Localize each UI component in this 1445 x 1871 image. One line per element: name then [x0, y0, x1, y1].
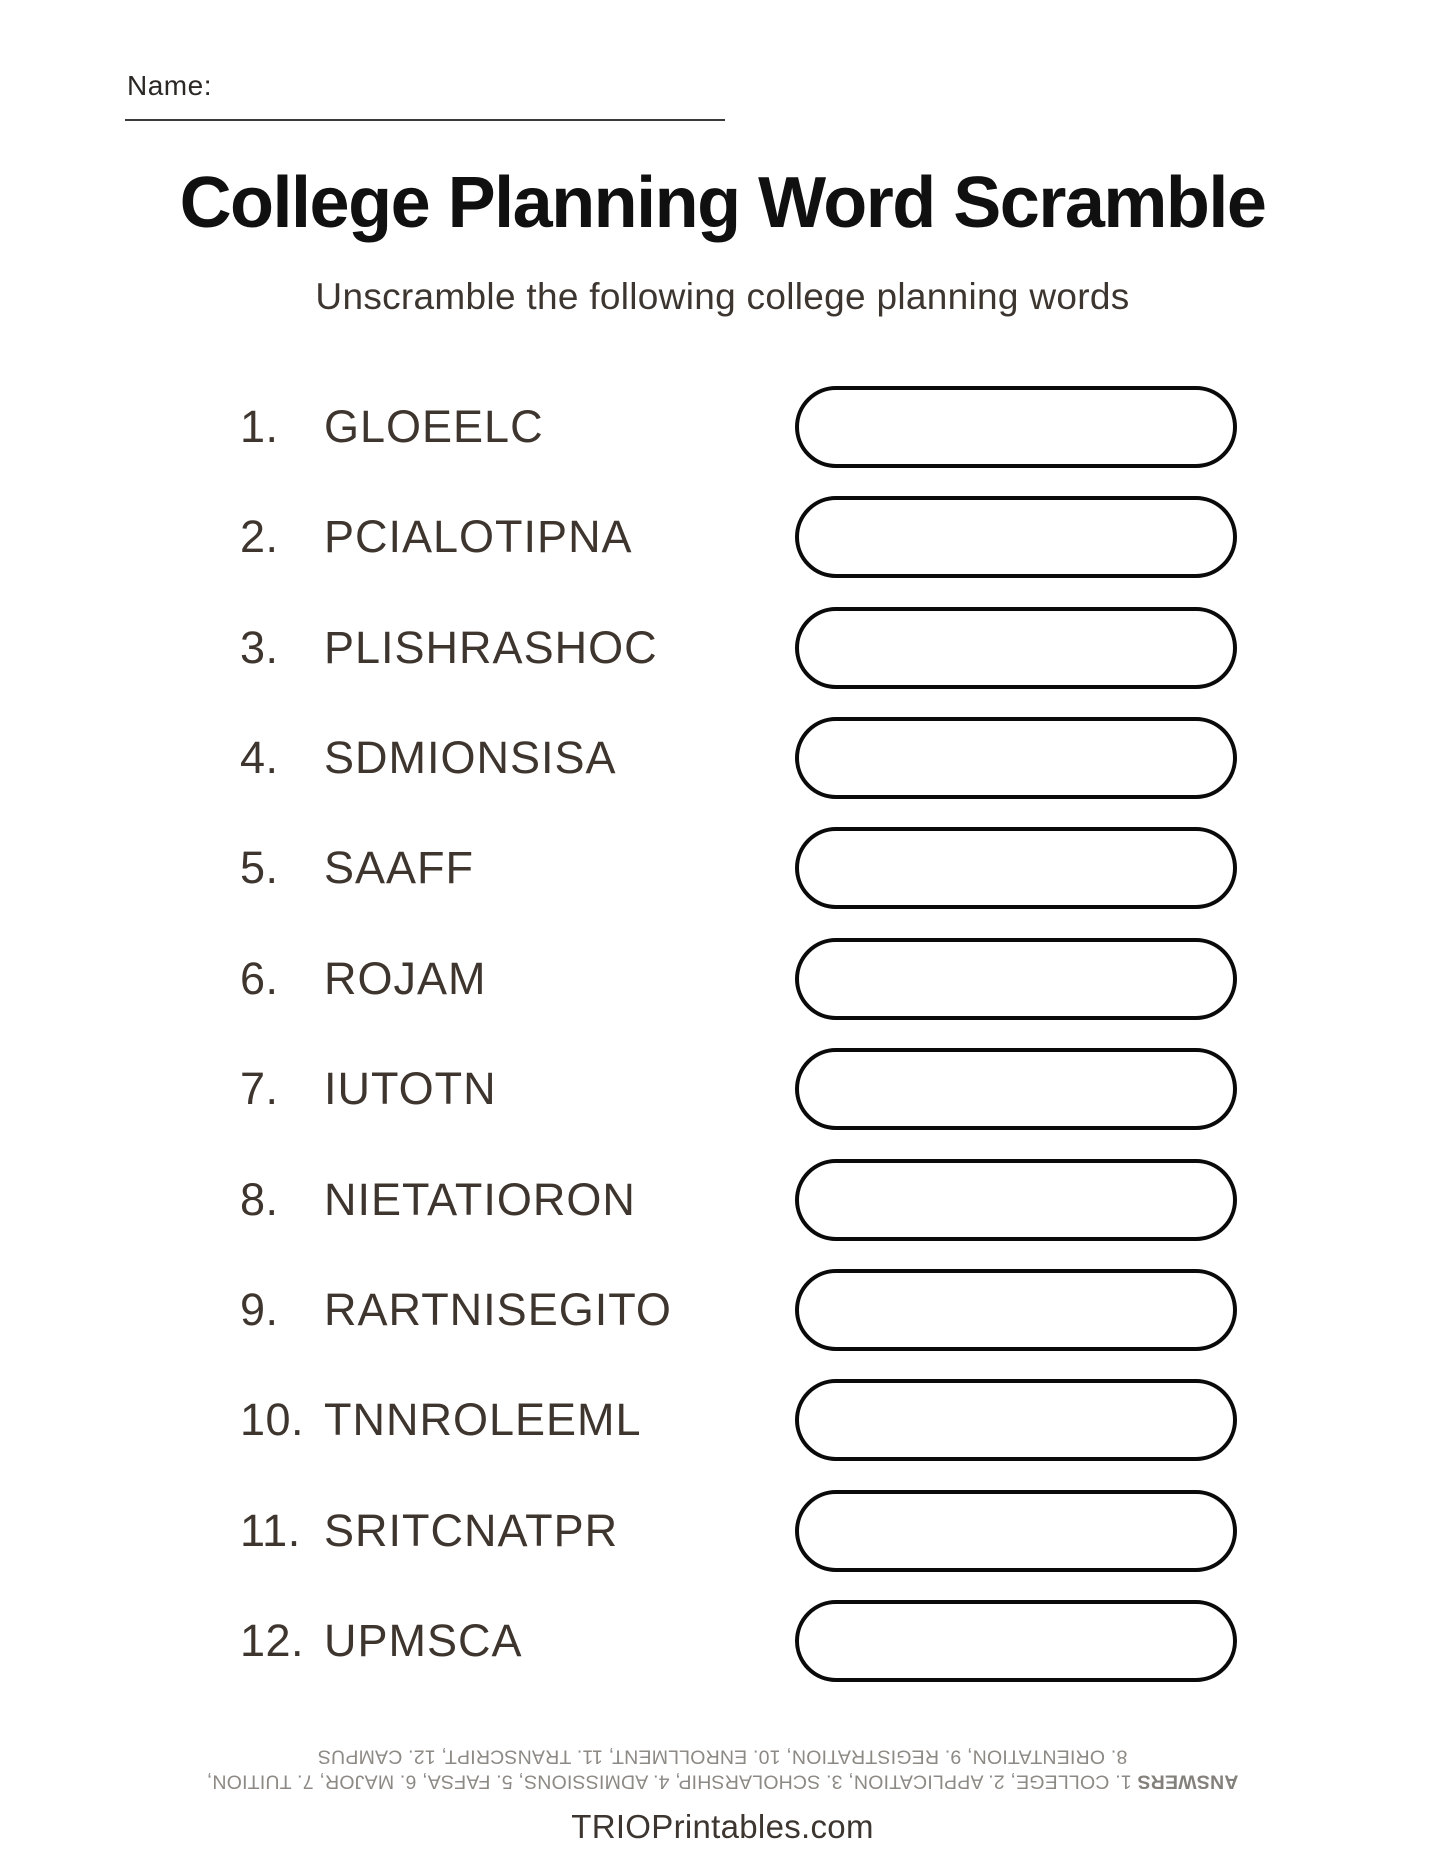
scrambled-word: SRITCNATPR: [324, 1505, 619, 1556]
item-number: 9.: [240, 1284, 279, 1335]
scrambled-word: SDMIONSISA: [324, 732, 617, 783]
scrambled-word: RARTNISEGITO: [324, 1284, 672, 1335]
scrambled-word: NIETATIORON: [324, 1174, 636, 1225]
item-number: 12.: [240, 1615, 305, 1666]
item-number: 2.: [240, 511, 279, 562]
scramble-row-4: 4. SDMIONSISA: [0, 703, 1445, 813]
scrambled-word: IUTOTN: [324, 1063, 497, 1114]
scramble-row-8: 8. NIETATIORON: [0, 1145, 1445, 1255]
scrambled-word: GLOEELC: [324, 401, 544, 452]
scramble-row-5: 5. SAAFF: [0, 813, 1445, 923]
scrambled-word: TNNROLEEML: [324, 1394, 642, 1445]
answer-box-3[interactable]: [795, 607, 1237, 689]
item-number: 7.: [240, 1063, 279, 1114]
name-writing-line[interactable]: [125, 118, 725, 121]
page-title: College Planning Word Scramble: [179, 163, 1267, 243]
item-number: 8.: [240, 1174, 279, 1225]
scramble-row-9: 9. RARTNISEGITO: [0, 1255, 1445, 1365]
answer-key-line-2: 8. ORIENTATION, 9. REGISTRATION, 10. ENR…: [317, 1745, 1128, 1768]
item-number: 6.: [240, 953, 279, 1004]
answer-box-5[interactable]: [795, 827, 1237, 909]
answer-key-line-1: ANSWERS 1. COLLEGE, 2. APPLICATION, 3. S…: [0, 1768, 1445, 1793]
scrambled-word: PCIALOTIPNA: [324, 511, 633, 562]
scrambled-word: PLISHRASHOC: [324, 622, 658, 673]
answer-box-7[interactable]: [795, 1048, 1237, 1130]
scramble-row-10: 10. TNNROLEEML: [0, 1365, 1445, 1475]
scramble-row-1: 1. GLOEELC: [0, 372, 1445, 482]
answer-key-upside-down: ANSWERS 1. COLLEGE, 2. APPLICATION, 3. S…: [0, 1743, 1445, 1794]
item-number: 11.: [240, 1505, 301, 1556]
answer-box-8[interactable]: [795, 1159, 1237, 1241]
answer-box-2[interactable]: [795, 496, 1237, 578]
answer-box-10[interactable]: [795, 1379, 1237, 1461]
scrambled-word: SAAFF: [324, 842, 475, 893]
scramble-row-12: 12. UPMSCA: [0, 1586, 1445, 1696]
answer-key-heading: ANSWERS: [1137, 1770, 1239, 1793]
answer-key-line-1-text: 1. COLLEGE, 2. APPLICATION, 3. SCHOLARSH…: [206, 1770, 1138, 1793]
item-number: 4.: [240, 732, 279, 783]
scramble-row-3: 3. PLISHRASHOC: [0, 593, 1445, 703]
page-subtitle: Unscramble the following college plannin…: [315, 276, 1130, 317]
scrambled-word: UPMSCA: [324, 1615, 523, 1666]
scramble-row-6: 6. ROJAM: [0, 924, 1445, 1034]
answer-box-6[interactable]: [795, 938, 1237, 1020]
answer-box-1[interactable]: [795, 386, 1237, 468]
scramble-row-7: 7. IUTOTN: [0, 1034, 1445, 1144]
item-number: 3.: [240, 622, 279, 673]
scramble-row-2: 2. PCIALOTIPNA: [0, 482, 1445, 592]
answer-box-12[interactable]: [795, 1600, 1237, 1682]
item-number: 1.: [240, 401, 279, 452]
name-label: Name:: [127, 70, 212, 101]
item-number: 5.: [240, 842, 279, 893]
answer-box-4[interactable]: [795, 717, 1237, 799]
scramble-row-11: 11. SRITCNATPR: [0, 1476, 1445, 1586]
answer-box-11[interactable]: [795, 1490, 1237, 1572]
item-number: 10.: [240, 1394, 305, 1445]
answer-box-9[interactable]: [795, 1269, 1237, 1351]
site-credit: TRIOPrintables.com: [571, 1808, 874, 1845]
scrambled-word: ROJAM: [324, 953, 487, 1004]
